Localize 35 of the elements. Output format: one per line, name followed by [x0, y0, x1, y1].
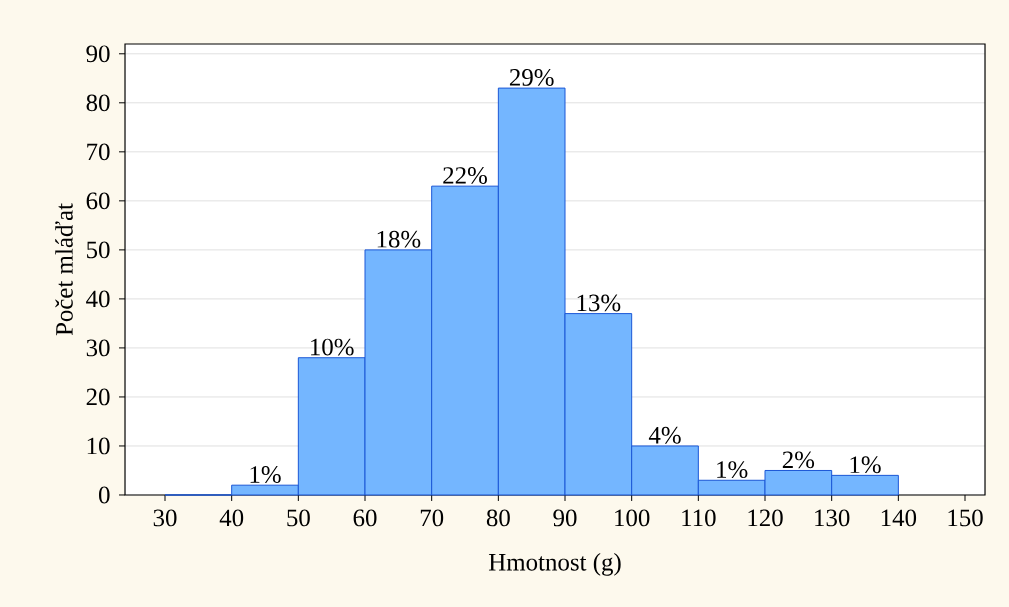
- x-tick-label: 50: [287, 509, 310, 527]
- annotation: 10%: [311, 338, 354, 356]
- y-tick-label: 40: [86, 290, 110, 308]
- annotation: 2%: [782, 451, 815, 469]
- y-tick-label: 70: [87, 143, 110, 161]
- y-tick-label: 90: [86, 45, 110, 63]
- annotation: 13%: [577, 294, 621, 312]
- y-tick-label: 0: [99, 486, 110, 504]
- x-tick-label: 100: [615, 509, 650, 527]
- x-tick-label: 60: [353, 509, 377, 527]
- x-tick-label: 30: [153, 509, 177, 527]
- x-axis-title: Hmotnost (g): [488, 553, 621, 576]
- x-tick-label: 40: [219, 509, 244, 527]
- x-tick-label: 150: [948, 509, 983, 527]
- annotation: 22%: [443, 167, 487, 184]
- annotation: 18%: [377, 230, 421, 248]
- x-tick-label: 110: [682, 509, 716, 527]
- x-tick-label: 90: [553, 509, 577, 527]
- x-tick-label: 80: [486, 509, 510, 527]
- x-tick-label: 70: [420, 509, 444, 527]
- annotation: 1%: [717, 461, 748, 479]
- y-tick-label: 50: [87, 241, 110, 259]
- y-tick-label: 30: [86, 339, 110, 357]
- y-tick-label: 10: [87, 437, 110, 455]
- x-tick-label: 130: [815, 509, 850, 527]
- x-tick-label: 140: [881, 509, 917, 527]
- annotation: 4%: [648, 426, 681, 444]
- annotation: 1%: [850, 456, 881, 474]
- annotation: 29%: [509, 69, 554, 86]
- x-tick-label: 120: [748, 509, 783, 527]
- y-tick-label: 80: [86, 94, 110, 112]
- y-axis-title: Počet mláďat: [55, 203, 73, 336]
- y-tick-label: 20: [86, 388, 110, 406]
- annotation: 1%: [250, 466, 281, 483]
- y-tick-label: 60: [86, 192, 110, 210]
